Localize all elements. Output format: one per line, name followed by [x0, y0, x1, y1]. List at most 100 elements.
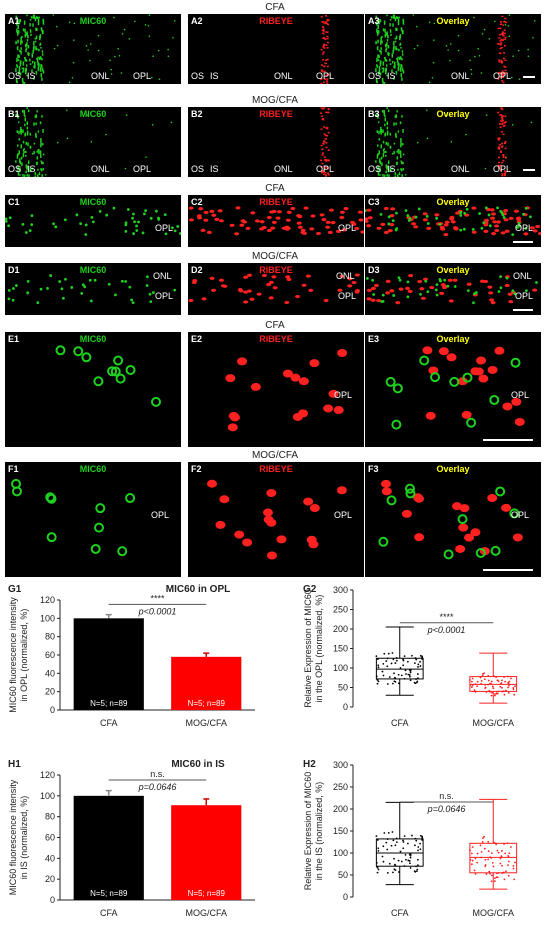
- y-tick-label: 120: [40, 770, 55, 780]
- data-point: [479, 844, 482, 847]
- data-point: [471, 859, 474, 862]
- panel-tag: A1: [8, 16, 20, 26]
- row-c-title: CFA: [265, 183, 285, 194]
- data-point: [484, 865, 487, 868]
- y-tick-label: 100: [40, 613, 55, 623]
- row-a-title: CFA: [265, 2, 285, 13]
- channel-label: MIC60: [79, 265, 107, 275]
- micrograph-d3: D3 Overlay ONL OPL: [365, 263, 541, 315]
- channel-label: Overlay: [436, 334, 470, 344]
- data-point: [496, 876, 499, 879]
- data-point: [406, 842, 409, 845]
- micrograph-c3: C3 Overlay OPL: [365, 195, 541, 247]
- micrograph-f2: F2 RIBEYE OPL: [188, 462, 364, 577]
- micrograph-e1: E1 MIC60: [5, 332, 181, 447]
- data-point: [470, 863, 473, 866]
- layer-label-opl: OPL: [515, 291, 534, 301]
- data-point: [417, 666, 419, 668]
- data-point: [415, 870, 418, 873]
- data-point: [408, 860, 411, 862]
- data-point: [388, 676, 391, 678]
- data-point: [417, 663, 420, 666]
- data-point: [381, 855, 384, 858]
- data-point: [484, 858, 487, 861]
- y-axis-label: MIC60 fluorescence intensity: [8, 779, 18, 895]
- data-point: [504, 680, 507, 683]
- y-tick-label: 200: [333, 804, 348, 814]
- chart-g1: G1 MIC60 in OPL MIC60 fluorescence intensi…: [0, 582, 275, 737]
- data-point: [390, 844, 393, 847]
- micrograph-b2: B2 RIBEYE OS IS ONL OPL: [188, 107, 364, 177]
- layer-label-onl: ONL: [336, 271, 355, 281]
- y-tick-label: 20: [45, 687, 55, 697]
- p-value: p<0.0001: [427, 625, 466, 635]
- y-tick-label: 300: [333, 760, 348, 770]
- data-point: [399, 666, 402, 669]
- data-point: [393, 857, 395, 860]
- micrograph-image: [365, 206, 541, 237]
- scale-bar: [523, 169, 535, 171]
- data-point: [416, 858, 419, 861]
- data-point: [386, 665, 389, 668]
- bar: [171, 656, 242, 710]
- data-point: [406, 660, 409, 663]
- row-e-title: CFA: [265, 320, 285, 331]
- panel-tag: B1: [8, 109, 20, 119]
- y-tick-label: 150: [333, 644, 348, 654]
- channel-label: MIC60: [79, 16, 107, 26]
- micrograph-a2: A2 RIBEYE OS IS ONL OPL: [188, 14, 364, 84]
- layer-label-onl: ONL: [451, 164, 470, 174]
- data-point: [388, 862, 391, 865]
- chart-h2: H2 Relative Expression of MIC60 in the IS …: [295, 757, 550, 927]
- channel-label: RIBEYE: [259, 16, 293, 26]
- data-point: [419, 834, 422, 837]
- n-label: N=5; n=89: [188, 889, 226, 898]
- x-tick-label: CFA: [391, 718, 409, 728]
- channel-label: RIBEYE: [259, 109, 293, 119]
- data-point: [514, 861, 516, 864]
- data-point: [399, 850, 402, 853]
- micrograph-image: [320, 107, 330, 177]
- data-point: [474, 872, 477, 875]
- data-point: [490, 880, 493, 883]
- data-point: [382, 674, 385, 677]
- scale-bar: [513, 309, 533, 311]
- data-point: [476, 680, 479, 683]
- layer-label-os: OS: [368, 71, 382, 81]
- data-point: [402, 839, 404, 842]
- layer-label-os: OS: [368, 164, 382, 174]
- data-point: [377, 847, 380, 850]
- chart-h1: H1 MIC60 in IS MIC60 fluorescence intensit…: [0, 757, 275, 927]
- panel-tag: F1: [8, 464, 19, 474]
- y-tick-label: 0: [343, 702, 348, 712]
- y-axis-label: in the OPL (normalized, %): [314, 595, 324, 703]
- data-point: [499, 857, 502, 860]
- data-point: [473, 869, 476, 872]
- data-point: [496, 679, 499, 682]
- data-point: [499, 862, 502, 865]
- data-point: [409, 856, 412, 859]
- micrograph-image: [385, 346, 525, 430]
- layer-label-os: OS: [8, 164, 22, 174]
- scale-bar: [483, 439, 533, 441]
- micrograph-image: [11, 478, 136, 557]
- p-value: p<0.0001: [138, 606, 177, 616]
- significance-label: n.s.: [439, 791, 454, 801]
- chart-tag: H2: [303, 759, 316, 770]
- panel-tag: B3: [368, 109, 380, 119]
- y-tick-label: 100: [333, 848, 348, 858]
- data-point: [487, 840, 490, 843]
- layer-label-is: IS: [387, 164, 396, 174]
- y-axis-label: Relative Expression of MIC60: [303, 772, 313, 891]
- micrograph-c2: C2 RIBEYE OPL: [188, 195, 364, 247]
- bar: [171, 805, 242, 900]
- x-tick-label: CFA: [100, 908, 118, 918]
- data-point: [408, 853, 411, 856]
- data-point: [491, 861, 494, 864]
- chart-svg: G1 MIC60 in OPL MIC60 fluorescence intensi…: [8, 584, 255, 728]
- data-point: [492, 687, 495, 690]
- x-tick-label: CFA: [391, 908, 409, 918]
- layer-label-opl: OPL: [133, 164, 152, 174]
- data-point: [496, 849, 499, 852]
